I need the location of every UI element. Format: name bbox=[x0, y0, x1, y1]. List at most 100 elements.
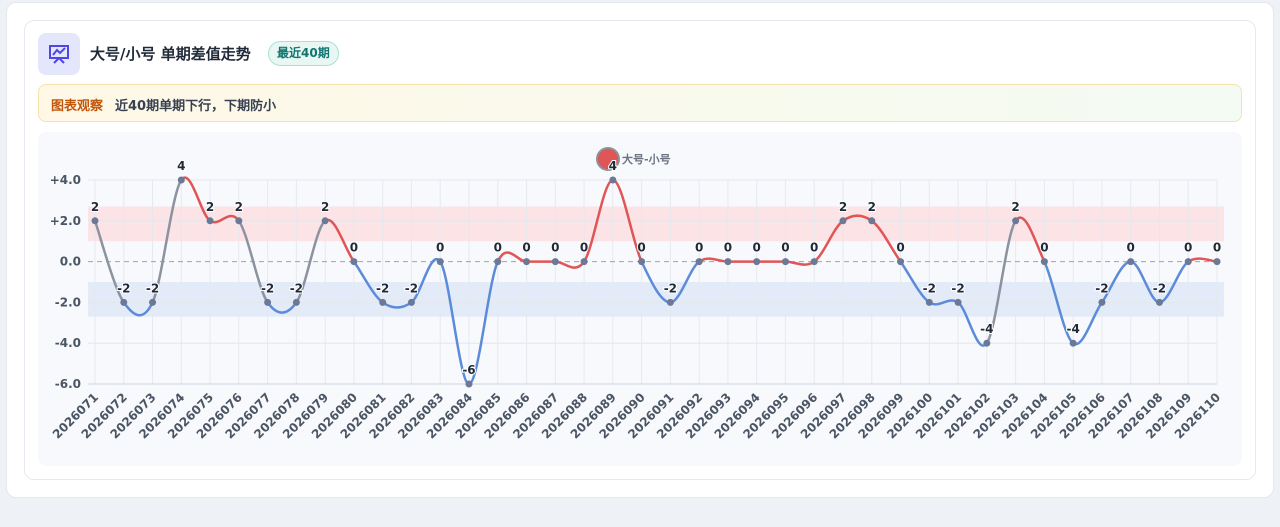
insight-label: 图表观察 bbox=[51, 99, 104, 114]
data-label: -4 bbox=[1066, 322, 1079, 336]
data-label: -2 bbox=[923, 281, 936, 295]
data-label: 0 bbox=[1127, 241, 1135, 255]
chart-area: +4.0 +2.0 0.0 -2.0 -4.0 -6.0 2026071 2026072 202… bbox=[38, 132, 1242, 466]
point bbox=[839, 217, 847, 225]
data-label: 0 bbox=[1040, 241, 1048, 255]
data-label: 0 bbox=[810, 241, 818, 255]
icon bbox=[38, 33, 80, 75]
title: 大号/小号 单期差值走势 bbox=[90, 45, 251, 63]
data-label: 2 bbox=[235, 200, 243, 214]
line-segment bbox=[295, 219, 327, 304]
data-label: -2 bbox=[261, 281, 274, 295]
point bbox=[1040, 258, 1048, 266]
point bbox=[321, 217, 329, 225]
point bbox=[638, 258, 646, 266]
legend-label: 大号-小号 bbox=[622, 152, 671, 166]
data-label: 4 bbox=[609, 159, 617, 173]
data-label: -4 bbox=[980, 322, 993, 336]
point bbox=[753, 258, 761, 266]
point bbox=[1155, 298, 1163, 306]
legend-marker bbox=[596, 147, 620, 171]
point bbox=[580, 258, 588, 266]
badge: 最近40期 bbox=[268, 41, 339, 66]
y-tick-label: 0.0 bbox=[60, 255, 81, 269]
data-label: 0 bbox=[724, 241, 732, 255]
data-label: 2 bbox=[91, 200, 99, 214]
data-label: -2 bbox=[405, 281, 418, 295]
line-segment bbox=[1014, 216, 1046, 263]
point bbox=[810, 258, 818, 266]
y-tick-label: +4.0 bbox=[50, 173, 81, 187]
line-segment bbox=[1043, 261, 1075, 345]
insight-text: 近40期单期下行，下期防小 bbox=[115, 99, 277, 114]
point bbox=[379, 298, 387, 306]
point bbox=[465, 380, 473, 388]
data-label: 0 bbox=[896, 241, 904, 255]
line-segment bbox=[439, 260, 471, 386]
point bbox=[1069, 339, 1077, 347]
line-segment bbox=[237, 220, 269, 304]
data-label: 0 bbox=[551, 241, 559, 255]
point bbox=[350, 258, 358, 266]
data-label: 2 bbox=[868, 200, 876, 214]
data-label: 4 bbox=[177, 159, 185, 173]
data-label: -2 bbox=[1095, 281, 1108, 295]
data-label: 0 bbox=[1184, 241, 1192, 255]
point bbox=[551, 258, 559, 266]
data-label: -2 bbox=[951, 281, 964, 295]
point bbox=[235, 217, 243, 225]
data-label: 0 bbox=[436, 241, 444, 255]
line-segment bbox=[122, 301, 154, 317]
point bbox=[781, 258, 789, 266]
y-tick-label: -6.0 bbox=[55, 377, 81, 391]
point bbox=[494, 258, 502, 266]
data-label: -2 bbox=[117, 281, 130, 295]
line-segment bbox=[93, 220, 125, 304]
data-label: 2 bbox=[206, 200, 214, 214]
point bbox=[925, 298, 933, 306]
point bbox=[407, 298, 415, 306]
point bbox=[1012, 217, 1020, 225]
icon-glyph bbox=[49, 45, 69, 64]
point bbox=[897, 258, 905, 266]
data-label: 0 bbox=[580, 241, 588, 255]
point bbox=[983, 339, 991, 347]
point bbox=[149, 298, 157, 306]
data-label: 2 bbox=[321, 200, 329, 214]
data-label: -2 bbox=[376, 281, 389, 295]
data-label: -2 bbox=[290, 281, 303, 295]
data-label: 2 bbox=[839, 200, 847, 214]
point bbox=[724, 258, 732, 266]
chart: +4.0+2.00.0-2.0-4.0-6.020260712026072202… bbox=[50, 147, 1224, 441]
data-label: 2 bbox=[1011, 200, 1019, 214]
data-label: 0 bbox=[494, 241, 502, 255]
y-tick-label: -2.0 bbox=[55, 295, 81, 309]
point bbox=[120, 298, 128, 306]
point bbox=[1127, 258, 1135, 266]
point bbox=[91, 217, 99, 225]
point bbox=[695, 258, 703, 266]
point bbox=[206, 217, 214, 225]
data-label: 0 bbox=[695, 241, 703, 255]
point bbox=[1213, 258, 1221, 266]
line-segment bbox=[151, 179, 183, 303]
data-label: -2 bbox=[664, 281, 677, 295]
line-segment bbox=[1187, 257, 1218, 263]
y-tick-label: -4.0 bbox=[55, 336, 81, 350]
band bbox=[88, 206, 1224, 242]
data-label: 0 bbox=[753, 241, 761, 255]
point bbox=[436, 258, 444, 266]
data-label: 0 bbox=[781, 241, 789, 255]
line-segment bbox=[555, 260, 586, 269]
data-label: -2 bbox=[1153, 281, 1166, 295]
point bbox=[523, 258, 531, 266]
point bbox=[177, 176, 185, 184]
data-label: 0 bbox=[350, 241, 358, 255]
data-label: 0 bbox=[1213, 241, 1221, 255]
line-segment bbox=[266, 301, 298, 314]
data-label: 0 bbox=[637, 241, 645, 255]
point bbox=[264, 298, 272, 306]
point bbox=[1098, 298, 1106, 306]
point bbox=[868, 217, 876, 225]
